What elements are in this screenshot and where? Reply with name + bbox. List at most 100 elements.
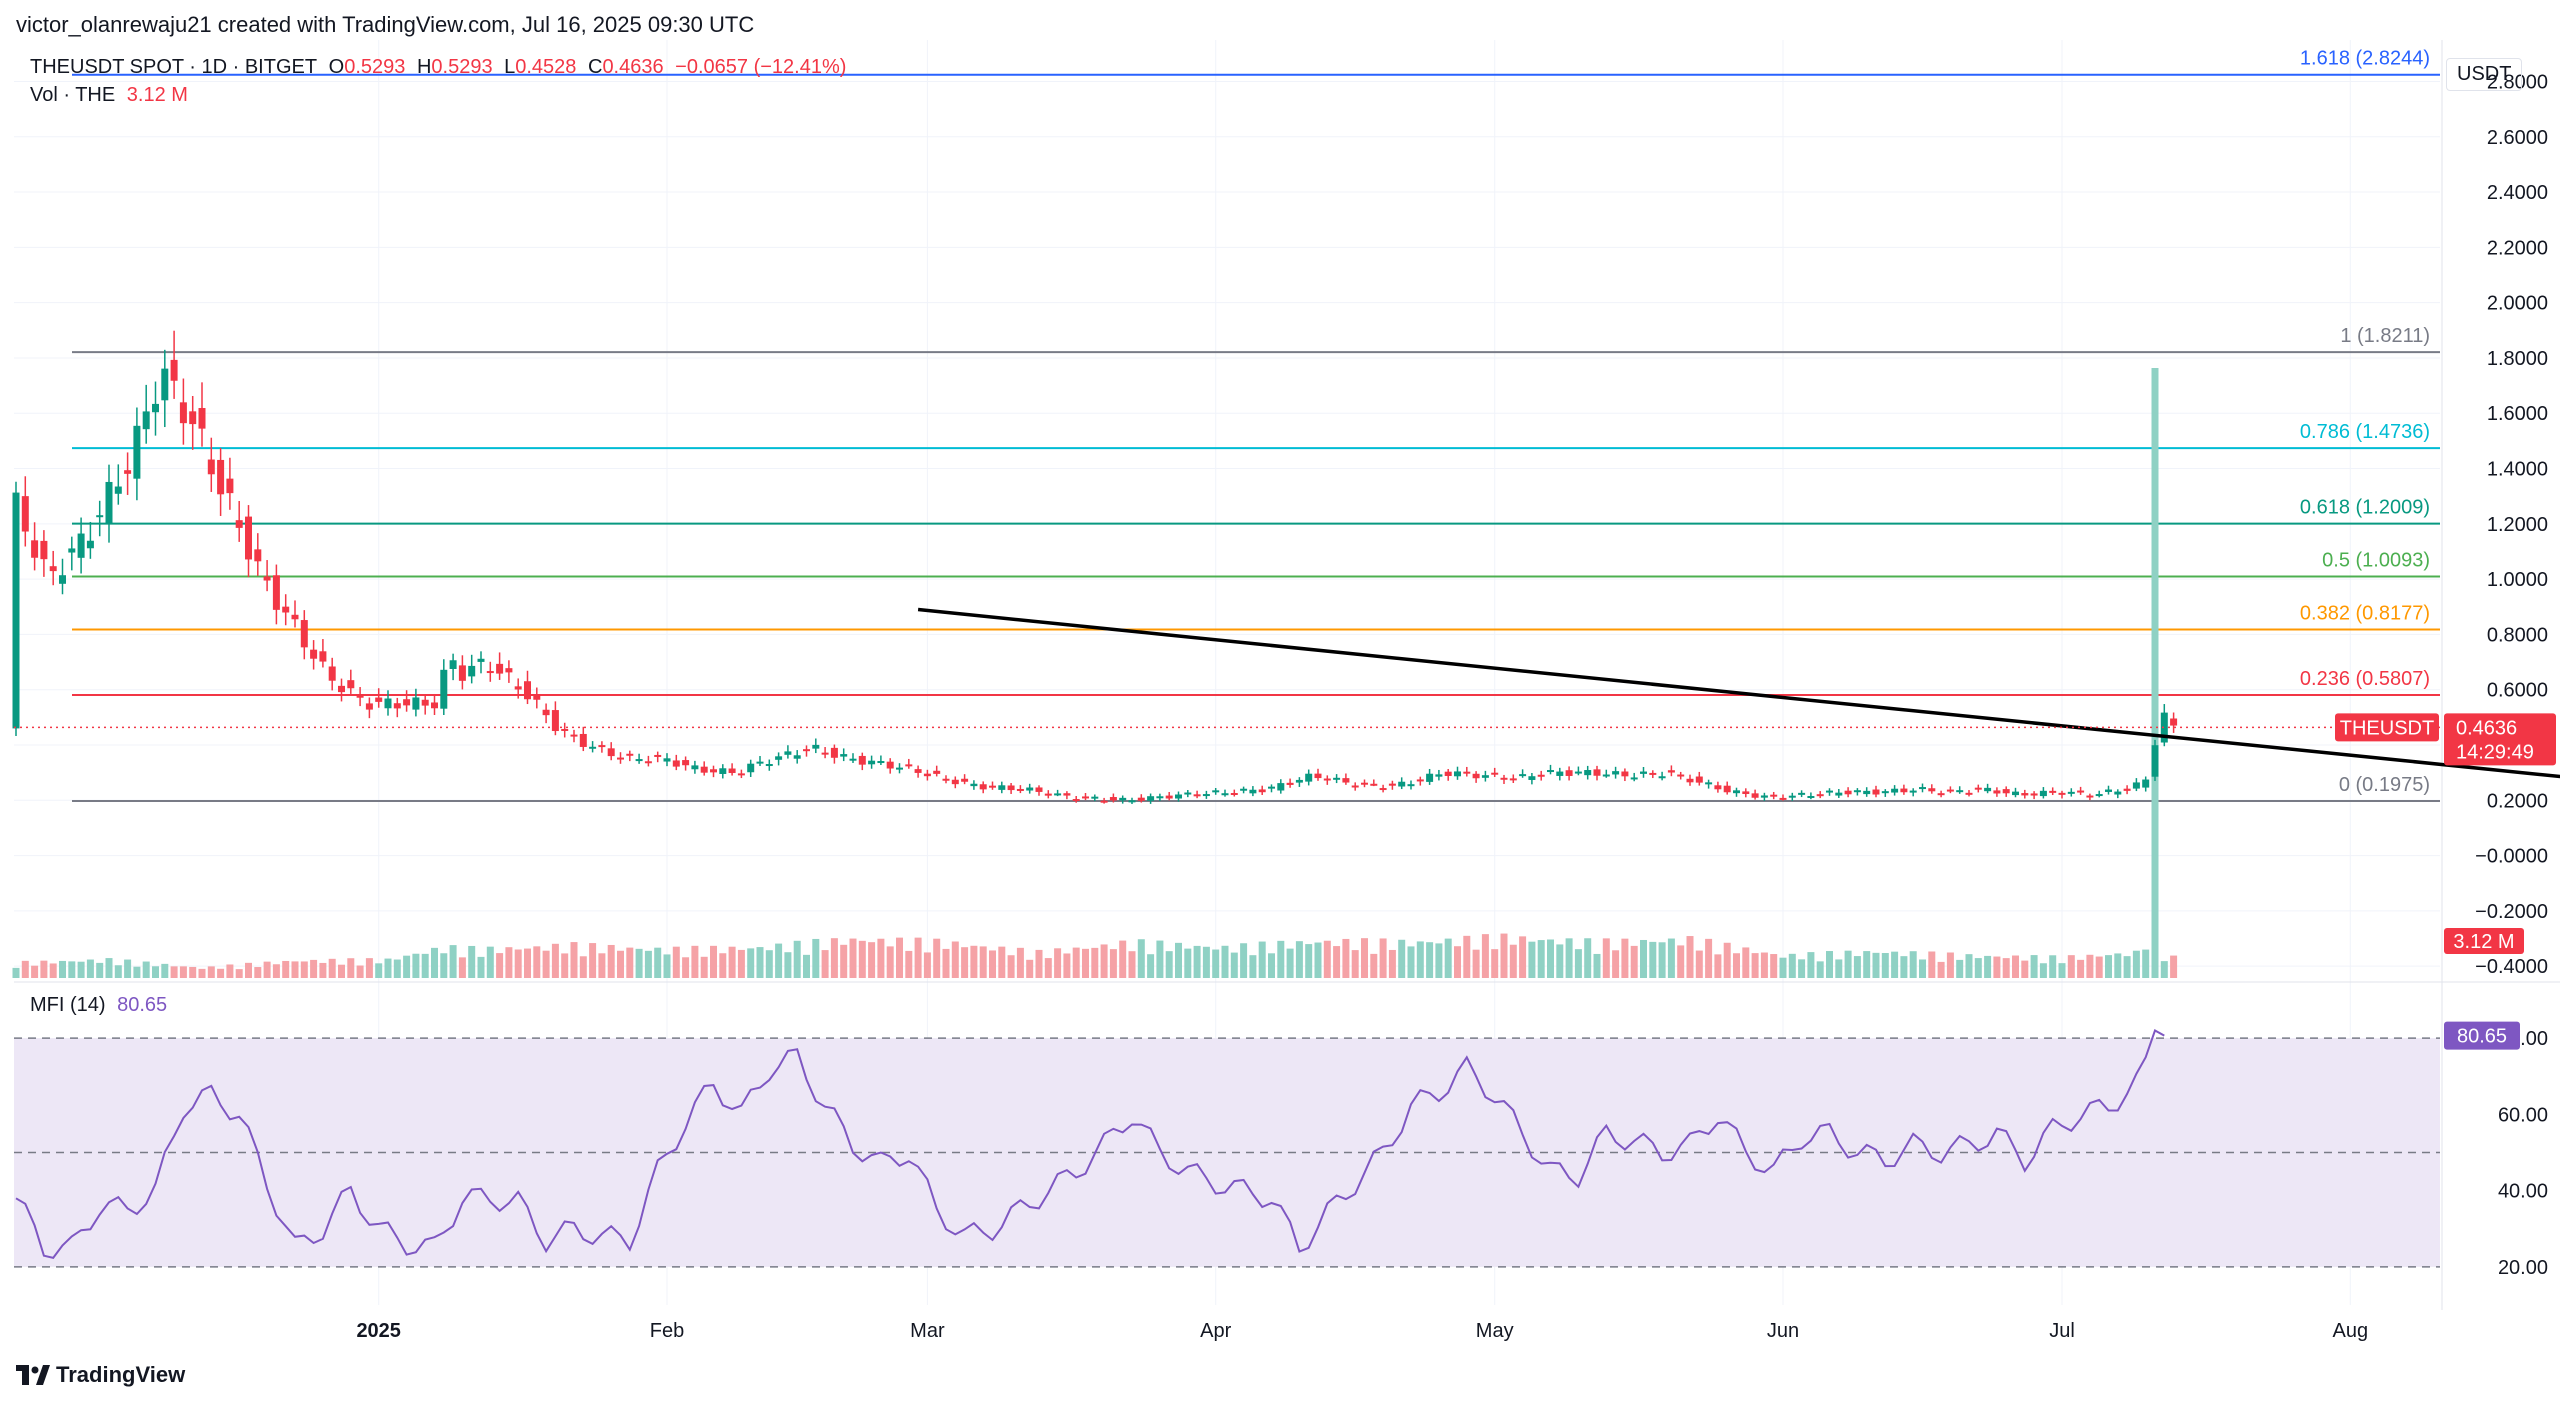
volume-bar — [263, 961, 271, 978]
candle-body — [1584, 770, 1592, 776]
volume-bar — [86, 959, 94, 978]
low-value: 0.4528 — [515, 56, 577, 78]
volume-bar — [1072, 947, 1080, 978]
candle-body — [1695, 776, 1703, 783]
candle-body — [2030, 793, 2038, 796]
candle-body — [533, 694, 541, 700]
candle-body — [1398, 781, 1406, 787]
volume-bar — [1584, 938, 1592, 978]
volume-bar — [105, 958, 113, 978]
candle-body — [923, 773, 931, 777]
volume-bar — [626, 947, 634, 978]
candle-body — [2142, 779, 2150, 788]
volume-bar — [1835, 959, 1843, 978]
volume-bar — [1556, 944, 1564, 978]
volume-bar — [179, 966, 187, 978]
volume-bar — [207, 966, 215, 978]
candle-body — [607, 748, 615, 757]
volume-bar — [737, 949, 745, 978]
volume-bar — [282, 960, 290, 978]
volume-bar — [505, 947, 513, 978]
time-tick-label: Mar — [910, 1320, 945, 1342]
candle-body — [1184, 792, 1192, 795]
volume-bar — [1416, 941, 1424, 978]
volume-bar — [31, 965, 39, 978]
volume-bar — [1909, 951, 1917, 978]
candle-body — [914, 769, 922, 773]
volume-bar — [635, 948, 643, 978]
volume-bar — [933, 938, 941, 978]
candle-body — [2151, 745, 2159, 777]
candle-body — [1853, 790, 1861, 793]
volume-legend[interactable]: Vol · THE 3.12 M — [30, 84, 194, 107]
open-value: 0.5293 — [344, 56, 406, 78]
candle-body — [784, 751, 792, 755]
volume-bar — [403, 955, 411, 978]
volume-bar — [2170, 955, 2178, 978]
volume-bar — [1602, 938, 1610, 978]
volume-bar — [821, 950, 829, 978]
volume-bar — [1965, 954, 1973, 978]
volume-bar — [1026, 959, 1034, 978]
volume-bar — [1993, 956, 2001, 978]
currency-label: USDT — [2457, 63, 2512, 85]
volume-legend-value: 3.12 M — [126, 84, 188, 106]
candle-body — [905, 764, 913, 767]
volume-bar — [198, 968, 206, 978]
trendline-group[interactable] — [917, 607, 2560, 790]
volume-bar — [245, 962, 252, 978]
volume-bar — [310, 959, 318, 978]
mfi-legend[interactable]: MFI (14) 80.65 — [30, 994, 173, 1017]
volume-bar — [1426, 942, 1434, 978]
candle-body — [635, 759, 643, 762]
candle-body — [756, 761, 764, 764]
volume-bar — [1277, 940, 1285, 978]
symbol-label[interactable]: THEUSDT SPOT · 1D · BITGET — [30, 56, 318, 78]
volume-bar — [905, 950, 913, 978]
candle-body — [161, 368, 169, 401]
candle-body — [570, 734, 578, 737]
close-value: 0.4636 — [602, 56, 664, 78]
candle-body — [105, 481, 113, 525]
volume-bar — [551, 943, 559, 978]
volume-bar — [1723, 942, 1731, 978]
candle-body — [1314, 773, 1322, 779]
candle-body — [1007, 785, 1015, 791]
fib-level-label: 0.236 (0.5807) — [2300, 668, 2430, 690]
currency-button[interactable]: USDT — [2446, 58, 2523, 91]
volume-bar — [1779, 957, 1787, 978]
volume-bar — [2160, 961, 2168, 978]
volume-bar — [12, 967, 20, 978]
ohlc-legend[interactable]: THEUSDT SPOT · 1D · BITGET O0.5293 H0.52… — [30, 56, 852, 79]
trendline[interactable] — [917, 607, 2560, 790]
volume-bar — [803, 954, 810, 978]
price-axis[interactable]: 2.8000 2.6000 2.4000 2.2000 2.0000 1.8000 1.60… — [2475, 71, 2548, 1278]
time-axis[interactable]: 2025 Feb Mar Apr May Jun Jul Aug — [356, 1320, 2368, 1342]
volume-bar — [2067, 955, 2075, 978]
candle-body — [551, 710, 559, 732]
author-line: victor_olanrewaju21 created with Trading… — [16, 12, 760, 38]
volume-bar — [1454, 946, 1461, 978]
candle-body — [1100, 800, 1108, 803]
candle-body — [59, 575, 66, 584]
candle-body — [1258, 789, 1266, 793]
candle-body — [1165, 795, 1173, 799]
volume-bar — [1137, 939, 1145, 978]
time-tick-label: 2025 — [356, 1320, 401, 1342]
volume-bar — [1751, 953, 1759, 978]
volume-bar — [449, 945, 457, 978]
volume-bar — [1407, 946, 1415, 978]
volume-bar — [868, 942, 876, 978]
volume-bar — [114, 965, 122, 978]
candle-body — [458, 665, 466, 681]
volume-bar — [1612, 950, 1620, 978]
volume-bar — [1435, 943, 1443, 978]
candle-body — [2132, 782, 2140, 789]
volume-bar — [496, 953, 504, 978]
volume-bar — [1667, 938, 1675, 978]
candle-body — [1091, 796, 1099, 799]
author-text: victor_olanrewaju21 created with Trading… — [16, 12, 755, 37]
volume-bar — [1872, 952, 1880, 978]
